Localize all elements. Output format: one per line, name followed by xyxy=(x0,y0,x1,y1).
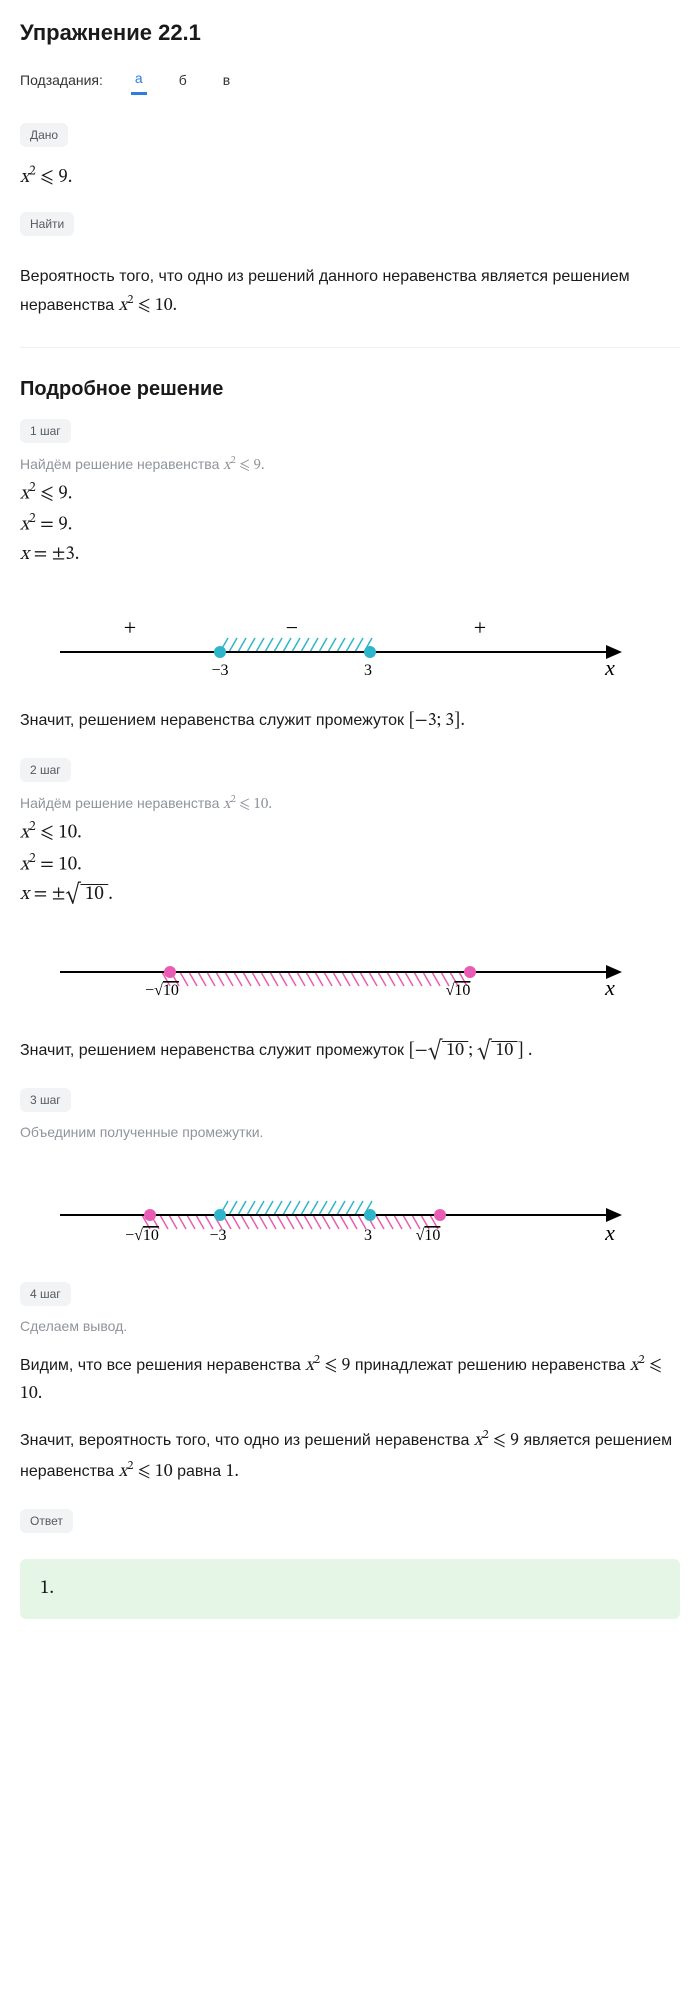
answer-pill: Ответ xyxy=(20,1509,73,1533)
svg-text:x: x xyxy=(604,975,615,1000)
subtab-label: Подзадания: xyxy=(20,72,103,88)
find-text: Вероятность того, что одно из решений да… xyxy=(20,264,680,320)
svg-text:−3: −3 xyxy=(209,1227,226,1244)
step-2: 2 шаг Найдём решение неравенства x2 ⩽ 10… xyxy=(20,758,680,1065)
step-4: 4 шаг Сделаем вывод. Видим, что все реше… xyxy=(20,1282,680,1487)
svg-text:3: 3 xyxy=(364,1227,372,1244)
step1-conclusion: Значит, решением неравенства служит пром… xyxy=(20,707,680,736)
subtab-bar: Подзадания: а б в xyxy=(20,64,680,95)
step1-line1: x2 ⩽ 9. xyxy=(20,481,680,506)
tab-v[interactable]: в xyxy=(219,66,234,94)
solution-heading: Подробное решение xyxy=(20,378,680,401)
find-block: Найти Вероятность того, что одно из реше… xyxy=(20,212,680,320)
step2-line2: x2 = 10. xyxy=(20,852,680,877)
answer-value-box: 1. xyxy=(20,1559,680,1619)
step4-lead: Сделаем вывод. xyxy=(20,1318,680,1334)
tab-b[interactable]: б xyxy=(175,66,191,94)
svg-text:x: x xyxy=(604,655,615,680)
step3-pill: 3 шаг xyxy=(20,1088,71,1112)
svg-text:√10: √10 xyxy=(446,982,471,999)
diagram-1: −3 3 x + − + xyxy=(20,597,680,687)
step-3: 3 шаг Объединим полученные промежутки. −… xyxy=(20,1088,680,1260)
step2-line1: x2 ⩽ 10. xyxy=(20,820,680,845)
step3-lead: Объединим полученные промежутки. xyxy=(20,1124,680,1140)
svg-text:+: + xyxy=(474,615,486,640)
step4-pill: 4 шаг xyxy=(20,1282,71,1306)
svg-text:x: x xyxy=(604,1220,615,1245)
svg-text:3: 3 xyxy=(364,662,372,679)
svg-text:−3: −3 xyxy=(211,662,228,679)
svg-text:+: + xyxy=(124,615,136,640)
step2-lead: Найдём решение неравенства x2 ⩽ 10. xyxy=(20,794,680,814)
find-pill: Найти xyxy=(20,212,74,236)
answer-value: 1. xyxy=(40,1579,54,1598)
svg-text:−: − xyxy=(286,615,298,640)
given-pill: Дано xyxy=(20,123,68,147)
answer-block: Ответ 1. xyxy=(20,1509,680,1619)
step2-conclusion: Значит, решением неравенства служит пром… xyxy=(20,1037,680,1066)
svg-text:−√10: −√10 xyxy=(145,982,179,999)
step2-pill: 2 шаг xyxy=(20,758,71,782)
section-divider xyxy=(20,347,680,348)
given-block: Дано x2 ⩽ 9. xyxy=(20,123,680,190)
tab-a[interactable]: а xyxy=(131,64,147,95)
svg-text:√10: √10 xyxy=(416,1227,441,1244)
step2-line3: x = ±√ 10 . xyxy=(20,883,680,907)
step1-pill: 1 шаг xyxy=(20,419,71,443)
exercise-title: Упражнение 22.1 xyxy=(20,20,680,46)
step-1: 1 шаг Найдём решение неравенства x2 ⩽ 9.… xyxy=(20,419,680,736)
step4-p2: Значит, вероятность того, что одно из ре… xyxy=(20,1425,680,1487)
diagram-3: −√10 −3 3 √10 x xyxy=(20,1170,680,1260)
step1-line2: x2 = 9. xyxy=(20,512,680,537)
svg-text:−√10: −√10 xyxy=(125,1227,159,1244)
step1-lead: Найдём решение неравенства x2 ⩽ 9. xyxy=(20,455,680,475)
given-expr: x2 ⩽ 9. xyxy=(20,165,680,190)
diagram-2: −√10 √10 x xyxy=(20,937,680,1017)
step1-line3: x = ±3. xyxy=(20,543,680,567)
step4-p1: Видим, что все решения неравенства x2 ⩽ … xyxy=(20,1350,680,1410)
